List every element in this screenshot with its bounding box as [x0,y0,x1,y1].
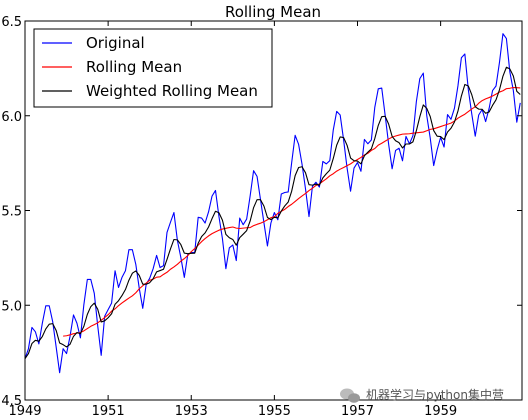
watermark: 机器学习与python集中营 [340,387,504,403]
series-line-weighted-rolling-mean [24,66,521,359]
wechat-icon [340,388,360,403]
x-tick-label: 1955 [258,404,291,419]
series-line-rolling-mean [63,86,521,337]
x-tick-label: 1951 [92,404,125,419]
axis-ticks: 1949 1951 1953 1955 1957 1959 4.5 5.0 5.5 6.0 6.5 [1,15,522,419]
legend-box [33,28,273,108]
chart-title: Rolling Mean [225,3,321,21]
legend-label-original: Original [86,34,145,52]
x-tick-label: 1957 [341,404,374,419]
x-tick-label: 1949 [8,404,41,419]
y-tick-label: 6.0 [1,110,22,125]
y-tick-label: 6.5 [1,15,22,30]
watermark-text: 机器学习与python集中营 [366,387,504,402]
x-tick-label: 1953 [175,404,208,419]
legend: Original Rolling Mean Weighted Rolling Mea… [33,28,273,108]
legend-label-rolling-mean: Rolling Mean [86,58,182,76]
x-tick-label: 1959 [424,404,457,419]
series-lines [24,33,521,374]
y-tick-label: 5.0 [1,299,22,314]
y-tick-label: 4.5 [1,394,22,409]
legend-label-weighted-rolling-mean: Weighted Rolling Mean [86,82,258,100]
y-tick-label: 5.5 [1,205,22,220]
